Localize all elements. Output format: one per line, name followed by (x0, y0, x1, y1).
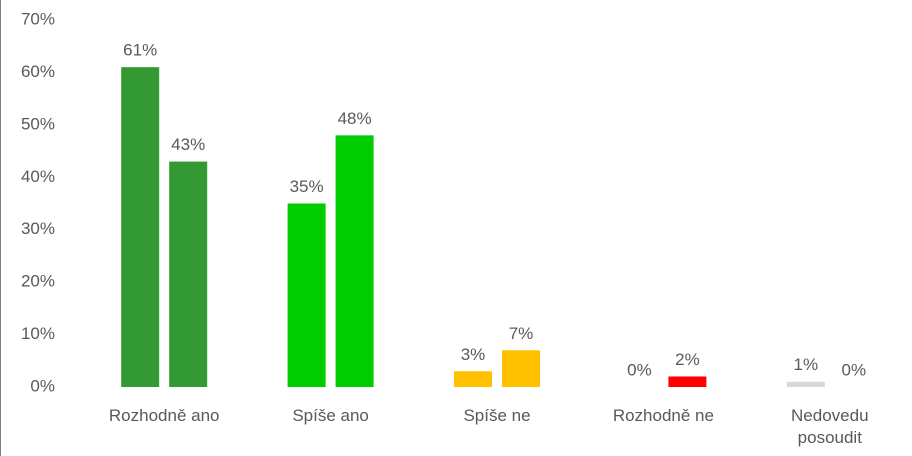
data-label: 35% (290, 177, 324, 196)
x-tick-label: Rozhodně ano (108, 406, 220, 425)
y-tick-label: 30% (21, 219, 55, 238)
bar (335, 135, 374, 387)
bar (169, 161, 208, 387)
data-label: 2% (675, 350, 700, 369)
data-label: 7% (509, 324, 534, 343)
y-tick-label: 0% (30, 376, 55, 395)
bar (454, 371, 492, 387)
data-label: 1% (794, 355, 819, 374)
data-label: 61% (123, 41, 157, 60)
bar (287, 203, 326, 387)
data-label: 48% (338, 109, 372, 128)
bar (668, 376, 707, 387)
x-tick-label: Spíše ano (292, 406, 369, 425)
x-tick-label: Rozhodně ne (612, 406, 714, 425)
data-label: 3% (461, 345, 486, 364)
x-tick-label: Nedovedu posoudit (791, 406, 869, 447)
y-tick-label: 50% (21, 114, 55, 133)
data-label: 0% (842, 360, 867, 379)
bar (502, 350, 540, 387)
y-tick-label: 10% (21, 324, 55, 343)
x-tick-label: Spíše ne (463, 406, 531, 425)
data-label: 43% (171, 135, 205, 154)
bar (121, 67, 160, 387)
bar (786, 381, 825, 387)
y-tick-label: 20% (21, 272, 55, 291)
data-label: 0% (627, 360, 652, 379)
y-tick-label: 40% (21, 167, 55, 186)
y-tick-label: 60% (21, 62, 55, 81)
y-tick-label: 70% (21, 9, 55, 28)
